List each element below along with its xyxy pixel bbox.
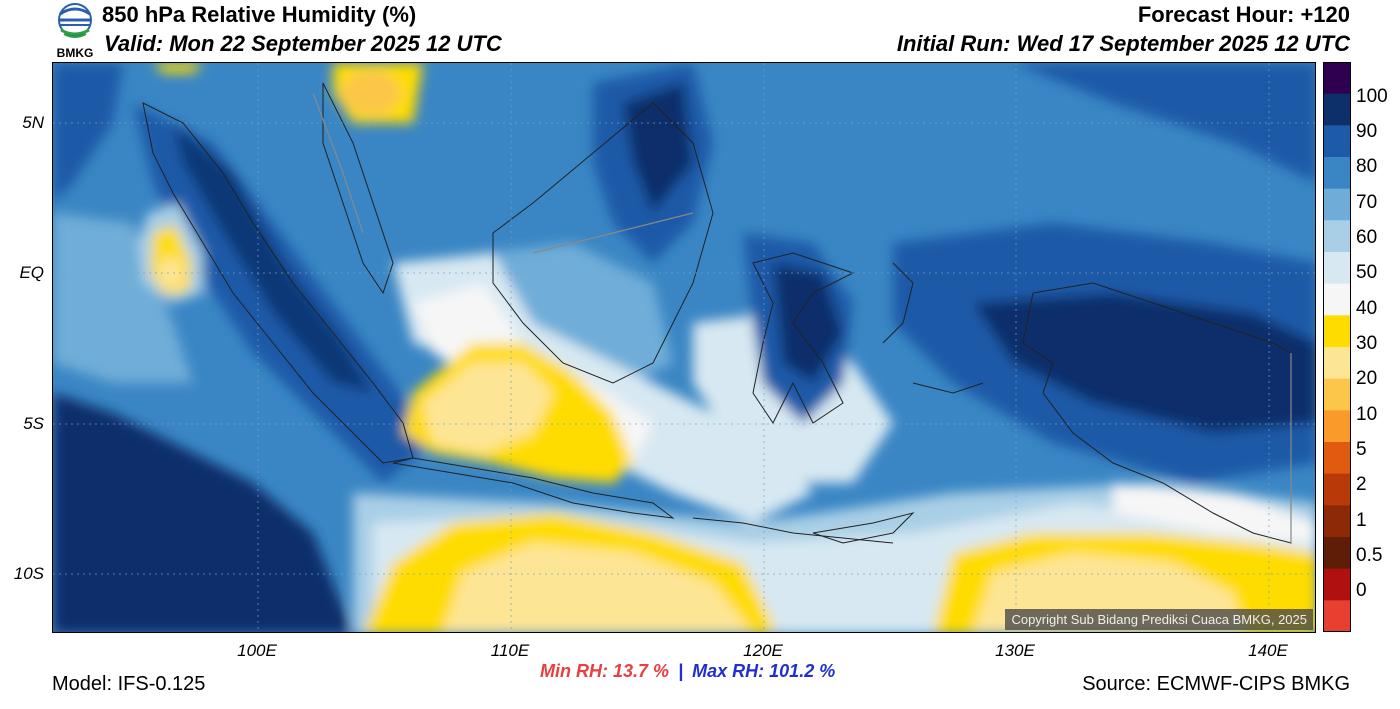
- lon-label-140e: 140E: [1248, 641, 1288, 660]
- svg-text:BMKG: BMKG: [57, 46, 94, 60]
- colorbar: [1323, 62, 1351, 632]
- separator: |: [678, 661, 684, 681]
- colorbar-label: 20: [1356, 368, 1378, 389]
- humidity-map: Copyright Sub Bidang Prediksi Cuaca BMKG…: [52, 62, 1316, 633]
- colorbar-swatch: [1323, 537, 1351, 570]
- initial-run: Initial Run: Wed 17 September 2025 12 UT…: [896, 31, 1350, 56]
- colorbar-label: 90: [1356, 121, 1378, 142]
- humidity-field: [53, 63, 1315, 632]
- colorbar-label: 100: [1356, 86, 1388, 107]
- max-value: 101.2 %: [769, 661, 836, 681]
- colorbar-swatch: [1323, 568, 1351, 601]
- colorbar-label: 0.5: [1356, 545, 1383, 566]
- colorbar-swatch: [1323, 283, 1351, 316]
- colorbar-label: 30: [1356, 333, 1378, 354]
- colorbar-swatch: [1323, 473, 1351, 506]
- colorbar-swatch: [1323, 252, 1351, 285]
- min-label: Min RH:: [540, 661, 608, 681]
- colorbar-swatch: [1323, 157, 1351, 190]
- colorbar-label: 5: [1356, 439, 1367, 460]
- colorbar-label: 70: [1356, 192, 1378, 213]
- colorbar-swatch: [1323, 378, 1351, 411]
- source-info: Source: ECMWF-CIPS BMKG: [1082, 673, 1350, 695]
- valid-time: Valid: Mon 22 September 2025 12 UTC: [104, 31, 502, 56]
- map-title: 850 hPa Relative Humidity (%): [102, 2, 417, 27]
- colorbar-label: 0: [1356, 580, 1367, 601]
- colorbar-swatch: [1323, 220, 1351, 253]
- lat-label-eq: EQ: [19, 263, 44, 282]
- colorbar-swatch: [1323, 93, 1351, 126]
- min-value: 13.7 %: [613, 661, 670, 681]
- colorbar-label: 50: [1356, 262, 1378, 283]
- colorbar-label: 10: [1356, 404, 1378, 425]
- lat-label-5s: 5S: [23, 414, 44, 433]
- colorbar-swatch: [1323, 62, 1351, 95]
- max-label: Max RH:: [692, 661, 765, 681]
- lon-label-120e: 120E: [743, 641, 783, 660]
- colorbar-swatch: [1323, 315, 1351, 348]
- colorbar-label: 40: [1356, 298, 1378, 319]
- colorbar-label: 80: [1356, 156, 1378, 177]
- forecast-hour: Forecast Hour: +120: [1137, 2, 1350, 27]
- colorbar-swatch: [1323, 442, 1351, 475]
- model-info: Model: IFS-0.125: [52, 673, 206, 695]
- lat-label-5n: 5N: [22, 113, 44, 132]
- colorbar-label: 2: [1356, 474, 1367, 495]
- colorbar-swatch: [1323, 410, 1351, 443]
- colorbar-label: 1: [1356, 510, 1367, 531]
- colorbar-swatch: [1323, 505, 1351, 538]
- colorbar-swatch: [1323, 600, 1351, 632]
- lon-label-110e: 110E: [490, 641, 530, 660]
- bmkg-logo: BMKG: [57, 3, 94, 60]
- lat-label-10s: 10S: [13, 564, 44, 583]
- copyright-notice: Copyright Sub Bidang Prediksi Cuaca BMKG…: [1005, 609, 1313, 630]
- colorbar-label: 60: [1356, 227, 1378, 248]
- lon-label-100e: 100E: [237, 641, 277, 660]
- min-max-readout: Min RH: 13.7 % | Max RH: 101.2 %: [540, 661, 835, 682]
- lon-label-130e: 130E: [995, 641, 1035, 660]
- colorbar-swatch: [1323, 347, 1351, 380]
- colorbar-swatch: [1323, 125, 1351, 158]
- colorbar-swatch: [1323, 188, 1351, 221]
